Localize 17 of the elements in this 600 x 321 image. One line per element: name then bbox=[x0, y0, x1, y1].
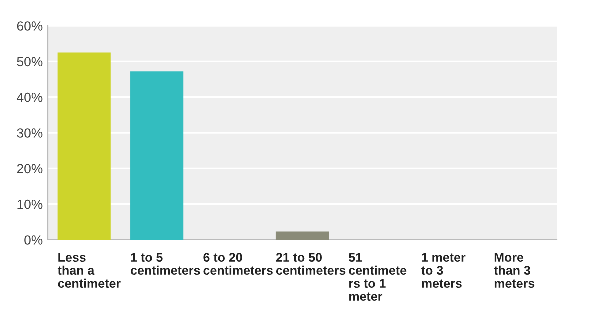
x-tick-label: 1 to 5 centimeters bbox=[131, 253, 200, 276]
bar bbox=[130, 72, 184, 240]
x-tick-label: 6 to 20 centimeters bbox=[204, 253, 273, 276]
y-tick-label: 40% bbox=[17, 92, 43, 102]
y-tick-label: 50% bbox=[17, 57, 43, 67]
y-tick-label: 10% bbox=[18, 200, 43, 210]
x-tick-label: 21 to 50 centimeters bbox=[276, 253, 346, 276]
y-tick-label: 60% bbox=[17, 22, 43, 31]
y-tick-label: 0% bbox=[24, 236, 43, 245]
bar bbox=[58, 52, 111, 240]
y-tick-label: 20% bbox=[17, 164, 43, 174]
x-tick-label: Less than a centimeter bbox=[58, 253, 121, 288]
bar bbox=[276, 232, 330, 240]
x-tick-label: 1 meter to 3 meters bbox=[422, 253, 466, 288]
y-tick-label: 30% bbox=[17, 128, 43, 138]
x-tick-label: 51 centimete rs to 1 meter bbox=[349, 253, 407, 302]
x-tick-label: More than 3 meters bbox=[494, 253, 535, 288]
